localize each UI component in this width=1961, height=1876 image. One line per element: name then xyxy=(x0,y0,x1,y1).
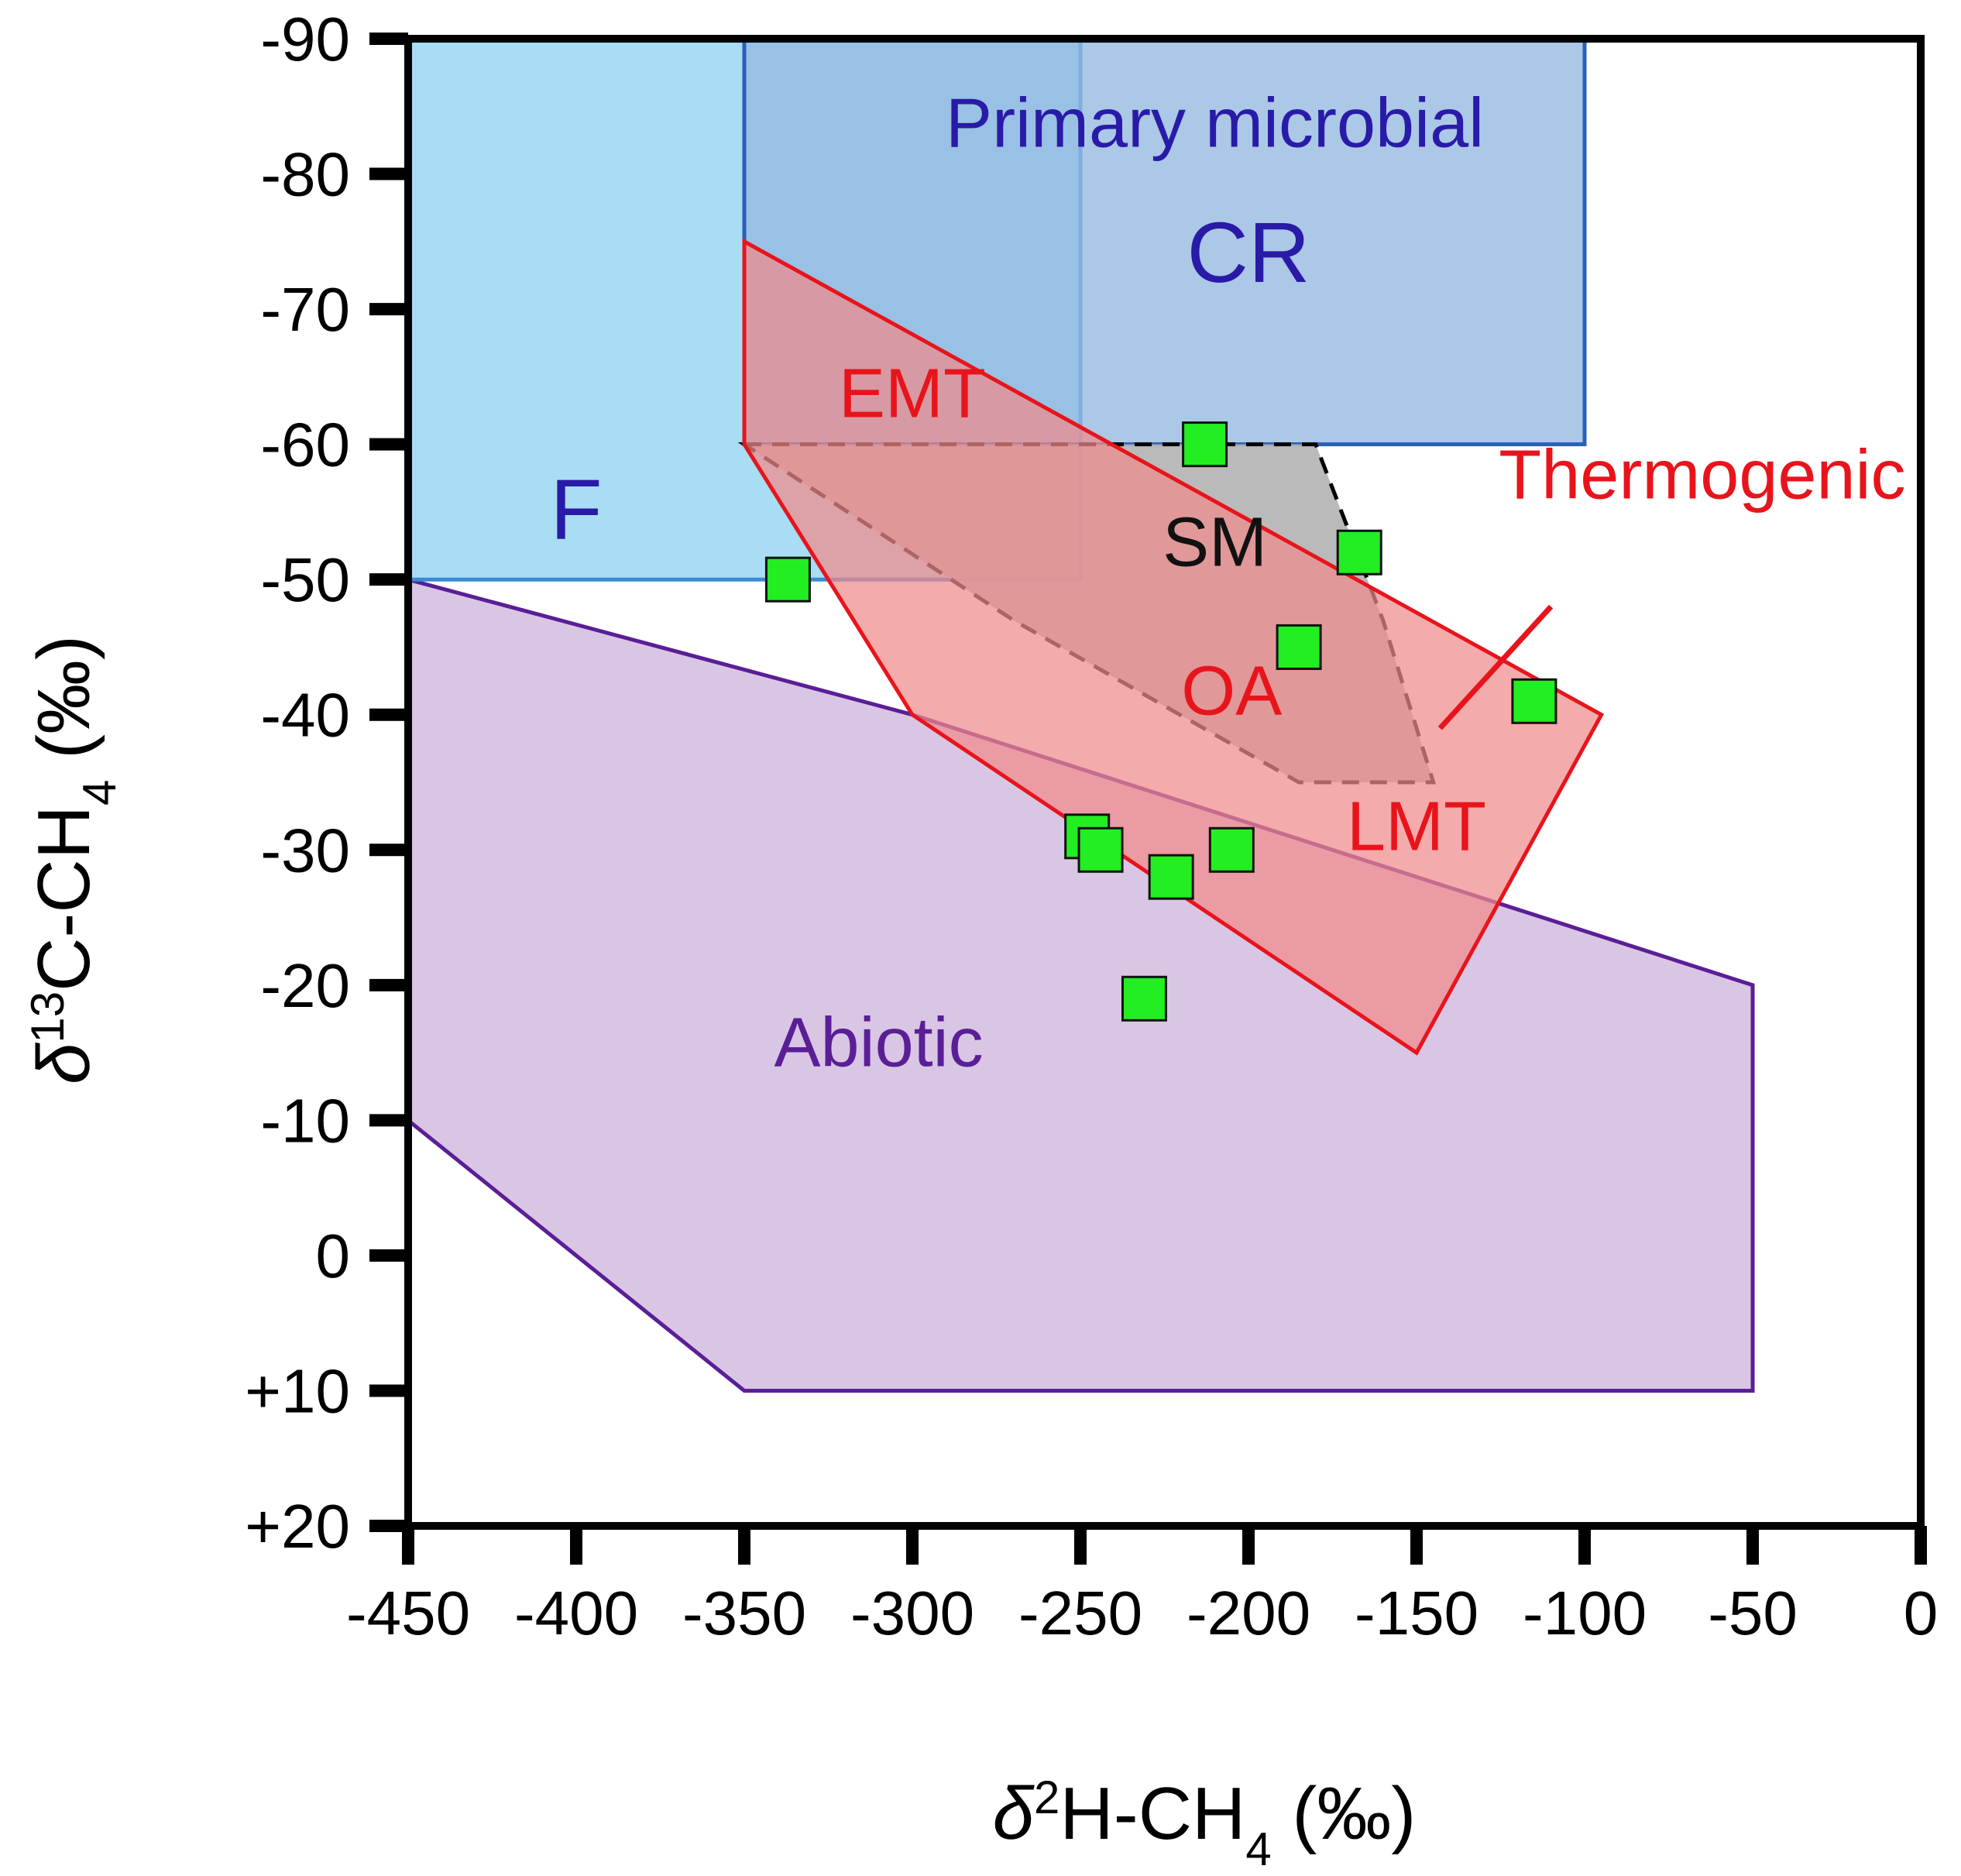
y-title-unit: (‰) xyxy=(22,635,105,780)
x-tick-label: -300 xyxy=(850,1579,974,1648)
thermogenic-pointer-line xyxy=(1437,604,1554,730)
label-emt: EMT xyxy=(839,356,986,433)
x-tick-label: -100 xyxy=(1523,1579,1647,1648)
region-label-F: F xyxy=(550,462,602,558)
x-tick-label: -50 xyxy=(1708,1579,1798,1648)
y-tick-label: -80 xyxy=(260,140,350,209)
axes-layer: -450 -400 -350 -300 -250 -200 -150 -100 -50 0-90-… xyxy=(245,5,1938,1648)
region-label-CR: CR xyxy=(1187,205,1310,301)
x-title-delta: δ xyxy=(993,1772,1035,1855)
y-tick-label: -50 xyxy=(260,545,350,614)
x-tick-label: -450 xyxy=(346,1579,470,1648)
data-point xyxy=(1208,826,1255,873)
regions-layer xyxy=(406,36,1755,1393)
x-tick-label: -250 xyxy=(1018,1579,1142,1648)
y-title-main: C-CH xyxy=(22,806,105,991)
y-tick-label: +20 xyxy=(245,1492,350,1561)
y-tick-label: -20 xyxy=(260,951,350,1020)
region-label-abiotic: Abiotic xyxy=(774,1005,984,1082)
x-title-unit: (‰) xyxy=(1272,1772,1417,1855)
y-title-sup: 13 xyxy=(22,991,74,1043)
y-tick-label: -30 xyxy=(260,816,350,885)
data-point xyxy=(1077,826,1124,873)
x-tick-label: -400 xyxy=(514,1579,638,1648)
label-lmt: LMT xyxy=(1347,788,1486,865)
label-primary-microbial: Primary microbial xyxy=(946,85,1484,163)
data-point xyxy=(764,556,811,603)
plot-frame xyxy=(404,35,1925,1530)
x-tick-label: 0 xyxy=(1904,1579,1939,1648)
y-axis-title: δ13C-CH4 (‰) xyxy=(22,635,125,1084)
x-tick-label: -350 xyxy=(682,1579,806,1648)
data-point xyxy=(1121,975,1167,1022)
y-title-sub: 4 xyxy=(74,780,125,806)
y-tick-label: -60 xyxy=(260,411,350,479)
x-title-sup: 2 xyxy=(1034,1771,1059,1823)
data-point xyxy=(1511,678,1557,724)
x-axis-title: δ2H-CH4 (‰) xyxy=(993,1771,1417,1875)
data-point xyxy=(1182,421,1228,468)
y-tick-label: +10 xyxy=(245,1356,350,1425)
y-tick-label: -10 xyxy=(260,1086,350,1155)
x-tick-label: -150 xyxy=(1355,1579,1478,1648)
x-title-sub: 4 xyxy=(1245,1823,1271,1875)
data-point xyxy=(1276,624,1322,670)
annotations-layer: Abiotic F CR SM Thermogenic Primary microbial… xyxy=(550,85,1905,1082)
y-tick-label: 0 xyxy=(316,1221,351,1290)
data-point xyxy=(1336,529,1382,576)
data-point xyxy=(1148,854,1194,900)
y-title-delta: δ xyxy=(22,1042,105,1084)
data-points-layer xyxy=(764,421,1557,1022)
y-tick-label: -70 xyxy=(260,275,350,344)
region-label-thermogenic: Thermogenic xyxy=(1499,436,1905,514)
x-title-main: H-CH xyxy=(1059,1772,1245,1855)
region-label-SM: SM xyxy=(1163,504,1267,582)
y-tick-label: -40 xyxy=(260,681,350,750)
y-tick-label: -90 xyxy=(260,5,350,74)
x-tick-label: -200 xyxy=(1187,1579,1310,1648)
label-oa: OA xyxy=(1181,653,1282,730)
